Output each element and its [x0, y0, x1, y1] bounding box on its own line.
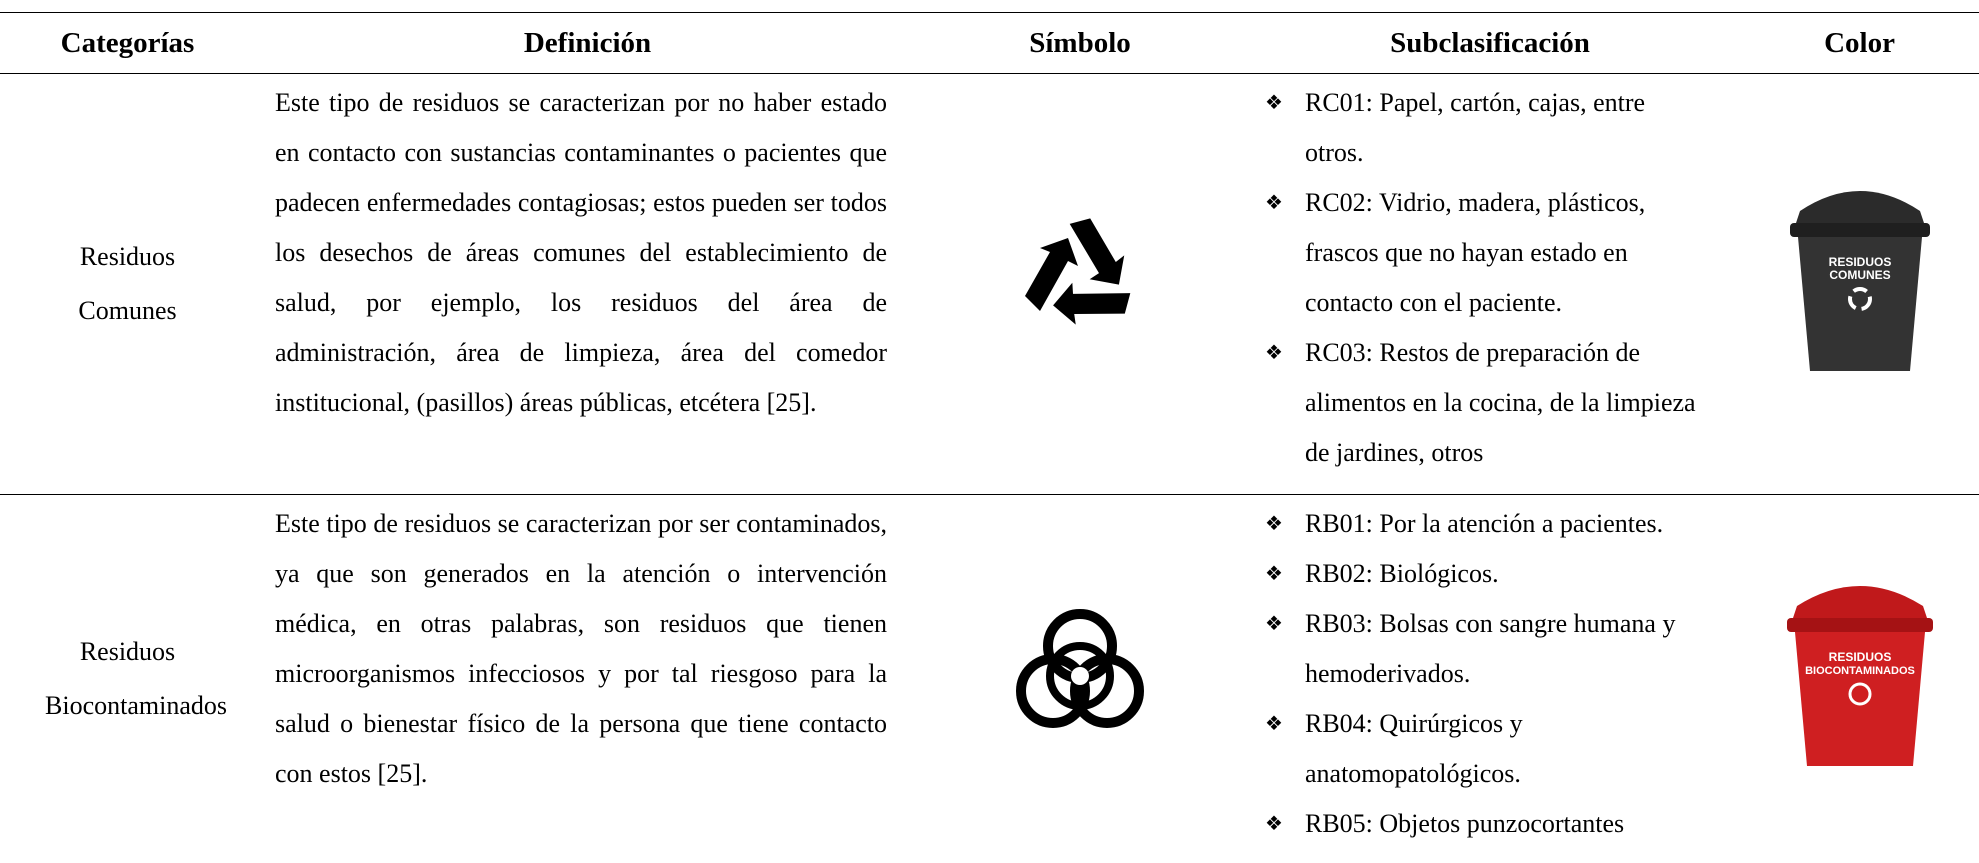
header-row: Categorías Definición Símbolo Subclasifi… [0, 13, 1979, 74]
category: Residuos Comunes [45, 230, 210, 338]
subclass-item: RB01: Por la atención a pacientes. [1265, 499, 1705, 549]
bin-label: RESIDUOS [1828, 650, 1891, 664]
definition: Este tipo de residuos se caracterizan po… [275, 78, 887, 428]
column-header: Símbolo [920, 13, 1240, 74]
bin-label: BIOCONTAMINADOS [1805, 665, 1915, 677]
subclass-item: RB05: Objetos punzocortantes [1265, 799, 1705, 849]
definition: Este tipo de residuos se caracterizan po… [275, 499, 887, 799]
subclass-item: RC02: Vidrio, madera, plásticos, frascos… [1265, 178, 1705, 328]
column-header: Subclasificación [1240, 13, 1740, 74]
column-header: Definición [255, 13, 920, 74]
subclass-item: RC03: Restos de preparación de alimentos… [1265, 328, 1705, 478]
column-header: Categorías [0, 13, 255, 74]
waste-table: Categorías Definición Símbolo Subclasifi… [0, 12, 1979, 863]
subclass-item: RB03: Bolsas con sangre humana y hemoder… [1265, 599, 1705, 699]
category: Residuos Biocontaminados [45, 625, 210, 733]
row: Residuos Biocontaminados Este tipo de re… [0, 495, 1979, 863]
bin-black: RESIDUOS COMUNES [1780, 171, 1940, 381]
column-header: Color [1740, 13, 1979, 74]
row: Residuos Comunes Este tipo de residuos s… [0, 74, 1979, 495]
subclass-item: RC01: Papel, cartón, cajas, entre otros. [1265, 78, 1705, 178]
biohazard-symbol [1000, 596, 1160, 746]
subclass-item: RB04: Quirúrgicos y anatomopatológicos. [1265, 699, 1705, 799]
bin-label: RESIDUOS [1828, 255, 1891, 269]
recycle-symbol [1005, 201, 1155, 351]
bin-red: RESIDUOS BIOCONTAMINADOS [1775, 566, 1945, 776]
subclass-item: RB02: Biológicos. [1265, 549, 1705, 599]
subclass-list: RB01: Por la atención a pacientes. RB02:… [1240, 499, 1705, 849]
subclass-list: RC01: Papel, cartón, cajas, entre otros.… [1240, 78, 1705, 478]
bin-label: COMUNES [1829, 268, 1890, 282]
